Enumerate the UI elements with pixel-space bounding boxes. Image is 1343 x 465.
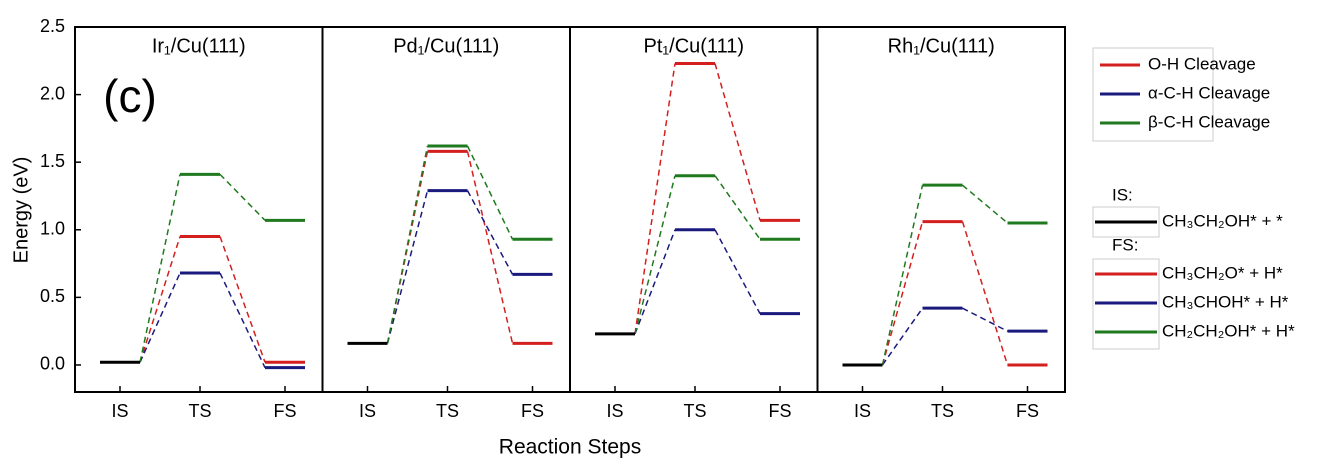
connector [634, 175, 676, 335]
connector [386, 145, 429, 344]
y-tick-label: 0.5 [40, 286, 65, 306]
x-tick-label: TS [931, 401, 954, 421]
x-tick-label: IS [111, 401, 128, 421]
y-axis-label: Energy (eV) [10, 157, 32, 264]
legend-label: CH₃CH₂OH* + * [1162, 211, 1283, 230]
connector [219, 236, 266, 363]
x-tick-label: FS [521, 401, 544, 421]
legend-box [1092, 47, 1214, 142]
panel-frame [816, 26, 1066, 393]
connector [881, 185, 924, 366]
legend-heading: FS: [1112, 235, 1138, 254]
x-tick-label: IS [359, 401, 376, 421]
x-tick-label: TS [188, 401, 211, 421]
panel-title: Rh₁/Cu(111) [888, 35, 995, 57]
y-tick-label: 1.0 [40, 219, 65, 239]
connector [139, 272, 181, 363]
connector [961, 221, 1009, 366]
connector [634, 63, 676, 334]
connector [466, 145, 514, 240]
connector [386, 151, 429, 344]
connector [714, 229, 761, 314]
connector [219, 272, 266, 368]
panel-frame [321, 26, 571, 393]
x-tick-label: TS [436, 401, 459, 421]
connector [139, 174, 181, 363]
annotation: (c) [103, 70, 157, 122]
connector [962, 184, 1008, 224]
legend-label: α-C-H Cleavage [1148, 83, 1270, 102]
legend-label: CH₃CH₂O* + H* [1162, 263, 1283, 282]
connector [466, 190, 514, 275]
y-tick-label: 2.5 [40, 16, 65, 36]
panel-frame [569, 26, 819, 393]
connector [386, 190, 429, 344]
y-tick-label: 2.0 [40, 83, 65, 103]
x-tick-label: IS [606, 401, 623, 421]
connector [139, 236, 181, 363]
legend-label: β-C-H Cleavage [1148, 112, 1270, 131]
legend-label: O-H Cleavage [1148, 54, 1256, 73]
x-tick-label: TS [683, 401, 706, 421]
legend-label: CH₃CHOH* + H* [1162, 292, 1289, 311]
y-tick-label: 0.0 [40, 354, 65, 374]
connector [962, 307, 1008, 332]
panel-title: Ir₁/Cu(111) [152, 35, 246, 57]
y-tick-label: 1.5 [40, 151, 65, 171]
legend-heading: IS: [1112, 185, 1133, 204]
x-tick-label: FS [1016, 401, 1039, 421]
x-tick-label: IS [854, 401, 871, 421]
panel-title: Pd₁/Cu(111) [393, 35, 499, 57]
connector [714, 63, 761, 221]
legend-box [1092, 206, 1160, 238]
connector [881, 307, 924, 366]
connector [466, 151, 514, 344]
legend-box [1092, 258, 1160, 350]
legend-label: CH₂CH₂OH* + H* [1162, 321, 1295, 340]
connector [714, 175, 761, 240]
connector [634, 229, 676, 335]
connector [219, 173, 266, 221]
x-axis-label: Reaction Steps [499, 436, 641, 459]
x-tick-label: FS [273, 401, 296, 421]
x-tick-label: FS [768, 401, 791, 421]
panel-title: Pt₁/Cu(111) [644, 35, 745, 57]
connector [881, 221, 924, 366]
